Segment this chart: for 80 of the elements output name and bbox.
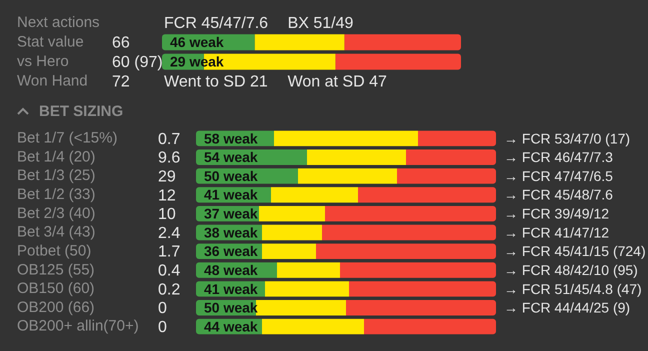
- text: 66: [112, 34, 130, 52]
- bar: [277, 262, 340, 278]
- bar: [256, 300, 346, 316]
- text: → FCR 39/49/12: [504, 206, 610, 222]
- chart-title: BET SIZING: [39, 102, 124, 120]
- annotation: 37 weak: [204, 206, 258, 222]
- bar: [358, 187, 496, 203]
- bar: [265, 281, 349, 297]
- annotation: Went to SD 21: [164, 74, 268, 91]
- text: 0.7: [158, 130, 180, 148]
- annotation: BX 51/49: [288, 15, 354, 32]
- bar: [298, 168, 397, 184]
- annotation: 50 weak: [204, 168, 258, 184]
- bar: [418, 130, 496, 146]
- y-tick-label: OB200 (66): [17, 298, 95, 316]
- text: 0: [158, 318, 167, 336]
- bar: [271, 187, 358, 203]
- bar: [397, 168, 496, 184]
- y-tick-label: Won Hand: [17, 72, 88, 90]
- bar: [349, 281, 496, 297]
- y-tick-label: Bet 2/3 (40): [17, 204, 96, 222]
- text: 0: [158, 300, 167, 318]
- text: 29: [158, 168, 176, 186]
- annotation: 58 weak: [204, 130, 258, 146]
- bar: [346, 300, 496, 316]
- text: 2.4: [158, 224, 180, 242]
- bar: [259, 206, 325, 222]
- annotation: 44 weak: [204, 318, 258, 334]
- bar: [322, 224, 496, 240]
- text: → FCR 53/47/0 (17): [504, 130, 630, 146]
- annotation: 41 weak: [204, 186, 258, 203]
- text: → FCR 47/47/6.5: [504, 168, 614, 184]
- y-tick-label: Stat value: [17, 33, 84, 50]
- text: → FCR 46/47/7.3: [504, 149, 614, 166]
- bar: [406, 150, 496, 165]
- text: → FCR 51/45/4.8 (47): [504, 280, 642, 297]
- text: → FCR 45/48/7.6: [504, 186, 614, 203]
- annotation: 60 (97): [112, 54, 163, 72]
- y-tick-label: Bet 3/4 (43): [17, 224, 96, 241]
- annotation: 38 weak: [204, 224, 258, 240]
- text: 1.7: [158, 244, 180, 261]
- y-tick-label: OB200+ allin(70+): [17, 318, 139, 335]
- bar: [262, 318, 364, 334]
- annotation: 54 weak: [204, 149, 258, 166]
- y-tick-label: vs Hero: [17, 52, 69, 70]
- bar: [307, 150, 406, 165]
- annotation: FCR 45/47/7.6: [164, 15, 268, 32]
- y-tick-label: Potbet (50): [17, 242, 92, 260]
- annotation: 46 weak: [170, 34, 224, 50]
- bar: [344, 34, 461, 50]
- bar: [364, 318, 496, 334]
- y-tick-label: Bet 1/7 (<15%): [17, 130, 118, 147]
- bar: [325, 206, 496, 222]
- y-tick-label: Next actions: [17, 14, 100, 31]
- annotation: 41 weak: [204, 280, 258, 297]
- y-tick-label: Bet 1/3 (25): [17, 167, 96, 184]
- text: → FCR 48/42/10 (95): [504, 262, 638, 278]
- annotation: 36 weak: [204, 243, 258, 260]
- bar: [274, 130, 418, 146]
- text: → FCR 44/44/25 (9): [504, 300, 630, 316]
- bar: [254, 34, 344, 50]
- text: → FCR 41/47/12: [504, 224, 610, 240]
- annotation: 48 weak: [204, 262, 258, 278]
- text: 10: [158, 206, 176, 224]
- bar: [316, 244, 496, 260]
- y-tick-label: Bet 1/2 (33): [17, 186, 96, 204]
- text: 0.2: [158, 281, 180, 298]
- bar: [262, 244, 316, 260]
- annotation: Won at SD 47: [288, 74, 387, 91]
- text: 72: [112, 74, 130, 91]
- text: 9.6: [158, 150, 180, 167]
- text: → FCR 45/41/15 (724): [504, 243, 646, 260]
- y-tick-label: Bet 1/4 (20): [17, 148, 96, 166]
- bar: [335, 54, 461, 70]
- y-tick-label: OB125 (55): [17, 261, 95, 278]
- text: 0.4: [158, 262, 180, 280]
- y-tick-label: OB150 (60): [17, 280, 95, 298]
- text: 12: [158, 187, 176, 204]
- bar: [340, 262, 496, 278]
- bar: [262, 224, 322, 240]
